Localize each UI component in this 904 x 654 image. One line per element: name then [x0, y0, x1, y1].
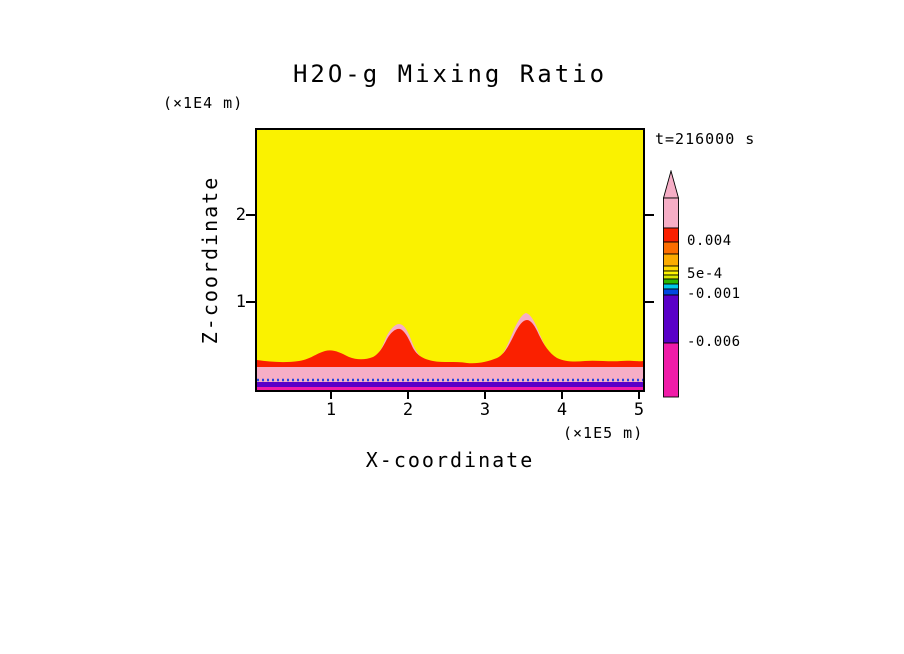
x-tick-label: 4 — [556, 400, 568, 420]
y-tick-right — [645, 301, 654, 303]
x-tick — [561, 392, 563, 399]
surface-core-band — [257, 320, 643, 367]
colorbar — [663, 170, 680, 398]
colorbar-segment — [663, 270, 679, 276]
colorbar-label: 5e-4 — [687, 266, 723, 282]
colorbar-segment — [663, 197, 679, 229]
x-tick — [484, 392, 486, 399]
colorbar-labels: 0.004 5e-4 -0.001 -0.006 — [687, 170, 767, 400]
bottom-magenta-strip — [257, 387, 643, 390]
plot-area — [255, 128, 645, 392]
plot-title: H2O-g Mixing Ratio — [292, 60, 608, 88]
bottom-purple-strip — [257, 382, 643, 387]
x-tick — [330, 392, 332, 399]
x-tick — [407, 392, 409, 399]
x-tick-label: 3 — [479, 400, 491, 420]
y-tick-label: 2 — [235, 205, 246, 225]
y-axis-label: Z-coordinate — [198, 175, 222, 345]
y-tick-label: 1 — [235, 292, 246, 312]
x-tick — [638, 392, 640, 399]
x-tick-label: 1 — [325, 400, 337, 420]
field-interior — [257, 130, 643, 390]
colorbar-label: -0.006 — [687, 334, 741, 350]
y-tick-right — [645, 214, 654, 216]
colorbar-segment — [663, 283, 679, 290]
colorbar-segment — [663, 294, 679, 344]
colorbar-label: 0.004 — [687, 233, 732, 249]
colorbar-segment — [663, 274, 679, 280]
colorbar-segment — [663, 288, 679, 296]
colorbar-segment — [663, 241, 679, 255]
colorbar-arrow-cap — [663, 170, 680, 199]
contour-field — [257, 130, 643, 390]
colorbar-segment — [663, 253, 679, 267]
colorbar-segment — [663, 227, 679, 243]
x-tick-label: 2 — [402, 400, 414, 420]
surface-halo-band — [257, 313, 643, 390]
colorbar-label: -0.001 — [687, 286, 741, 302]
x-axis-units: (×1E5 m) — [563, 424, 644, 442]
colorbar-segment — [663, 278, 679, 285]
x-tick-label: 5 — [633, 400, 645, 420]
colorbar-segment — [663, 342, 679, 398]
colorbar-segment — [663, 265, 679, 272]
y-axis-units: (×1E4 m) — [163, 94, 244, 112]
y-tick — [246, 214, 255, 216]
x-axis-label: X-coordinate — [365, 448, 535, 472]
time-annotation: t=216000 s — [655, 130, 756, 148]
y-tick — [246, 301, 255, 303]
